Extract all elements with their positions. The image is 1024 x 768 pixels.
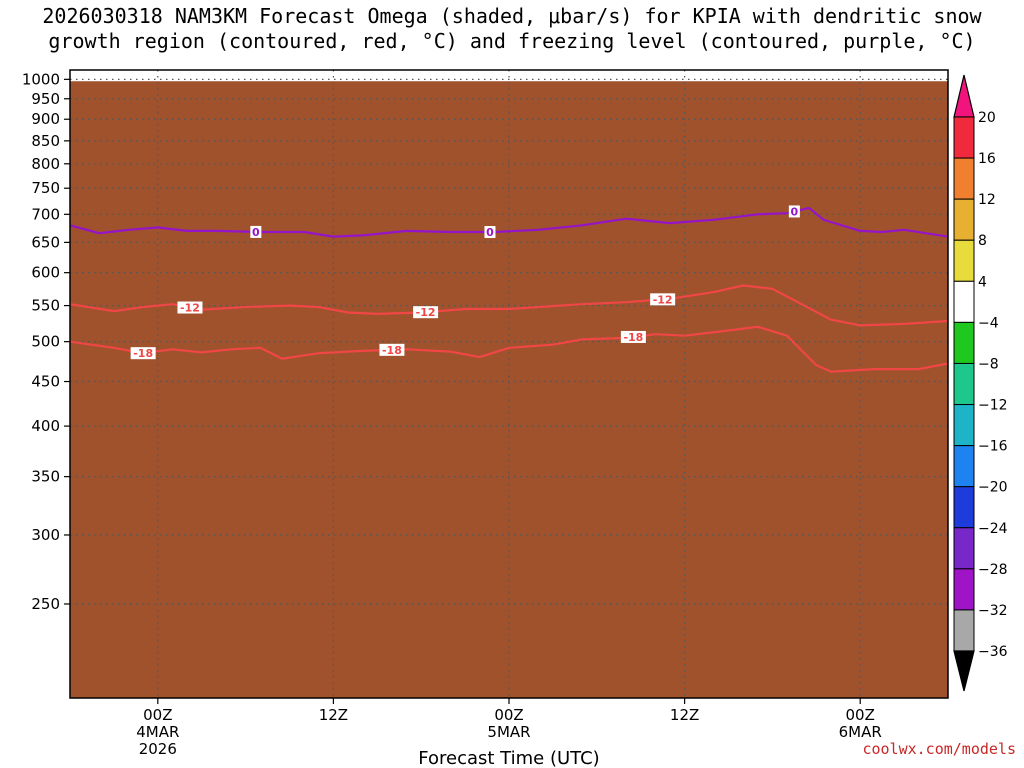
colorbar-bin	[953, 486, 975, 529]
contour-0	[70, 206, 948, 238]
colorbar-label: −16	[978, 439, 1008, 455]
contour-label-bg	[620, 330, 646, 343]
y-tick-label: 400	[31, 417, 60, 435]
contour-label: 0	[791, 205, 799, 218]
contour-label-bg	[130, 347, 156, 360]
y-tick-label: 600	[31, 264, 60, 282]
contour-label: -12	[653, 293, 673, 306]
colorbar-label: 8	[978, 233, 987, 249]
contour-lines: -18 -18 -18 -12 -12 -12 0 0 0	[70, 205, 948, 373]
colorbar-over-triangle	[953, 74, 975, 118]
grid-lines	[70, 70, 948, 698]
y-tick-label: 450	[31, 373, 60, 391]
colorbar-label: −36	[978, 644, 1008, 660]
colorbar-bin	[953, 445, 975, 488]
colorbar-bin	[953, 321, 975, 364]
contour-label: 0	[486, 226, 494, 239]
contour-label-bg	[788, 205, 800, 218]
contour-label: -18	[133, 347, 153, 360]
x-tick-label: 6MAR	[839, 723, 882, 741]
y-tick-label: 750	[31, 179, 60, 197]
y-tick-label: 300	[31, 526, 60, 544]
y-tick-label: 700	[31, 205, 60, 223]
x-tick-label: 4MAR	[136, 723, 179, 741]
colorbar-bin	[953, 157, 975, 200]
contour-label-bg	[484, 226, 496, 239]
colorbar-bin	[953, 116, 975, 159]
y-tick-label: 800	[31, 155, 60, 173]
x-tick-label: 12Z	[319, 706, 348, 724]
chart-title: 2026030318 NAM3KM Forecast Omega (shaded…	[0, 4, 1024, 54]
y-tick-label: 950	[31, 90, 60, 108]
chart-title-line-1: 2026030318 NAM3KM Forecast Omega (shaded…	[42, 4, 982, 28]
contour-label-bg	[650, 293, 676, 306]
y-tick-label: 650	[31, 233, 60, 251]
colorbar-label: 16	[978, 151, 996, 167]
colorbar-bin	[953, 527, 975, 570]
x-axis-title: Forecast Time (UTC)	[418, 748, 599, 768]
colorbar-label: −12	[978, 398, 1008, 414]
x-tick-label: 00Z	[143, 706, 172, 724]
credit-text: coolwx.com/models	[862, 740, 1016, 758]
colorbar-label: 4	[978, 274, 987, 290]
contour-minus-18	[70, 325, 948, 373]
chart-title-line-2: growth region (contoured, red, °C) and f…	[48, 29, 976, 53]
contour-label: -12	[416, 306, 436, 319]
colorbar-label: 20	[978, 110, 996, 126]
colorbar-bin	[953, 239, 975, 282]
colorbar-under-triangle	[953, 650, 975, 692]
contour-label-bg	[379, 343, 405, 356]
contour-label: 0	[252, 226, 260, 239]
colorbar-bin	[953, 280, 975, 323]
colorbar: 20 16 12 8 4 −4 −8 −12 −16 −20 −24 −28 −32 −36	[953, 74, 1008, 692]
contour-label: -12	[180, 302, 200, 315]
colorbar-bin	[953, 568, 975, 611]
y-tick-label: 550	[31, 297, 60, 315]
colorbar-bin	[953, 362, 975, 406]
colorbar-label: −4	[978, 315, 999, 331]
colorbar-label: −24	[978, 521, 1008, 537]
colorbar-bin	[953, 404, 975, 447]
colorbar-label: −8	[978, 356, 999, 372]
y-tick-label: 850	[31, 132, 60, 150]
colorbar-label: −28	[978, 562, 1008, 578]
contour-label-bg	[250, 225, 262, 238]
y-tick-label: 250	[31, 595, 60, 613]
y-tick-label: 1000	[22, 70, 60, 88]
contour-label: -18	[382, 344, 402, 357]
x-tick-label: 00Z	[494, 706, 523, 724]
y-tick-label: 500	[31, 333, 60, 351]
x-tick-label: 12Z	[670, 706, 699, 724]
y-tick-label: 350	[31, 468, 60, 486]
x-tick-label: 00Z	[846, 706, 875, 724]
contour-label: -18	[623, 331, 643, 344]
x-tick-label: 2026	[139, 740, 177, 758]
y-tick-label: 900	[31, 110, 60, 128]
colorbar-bin	[953, 609, 975, 652]
colorbar-bin	[953, 198, 975, 241]
colorbar-label: 12	[978, 192, 996, 208]
colorbar-label: −20	[978, 480, 1008, 496]
y-axis: 250 300 350 400 450 500 550 600 650 700 750 800 850 9…	[22, 70, 70, 613]
x-tick-label: 5MAR	[487, 723, 530, 741]
colorbar-label: −32	[978, 603, 1008, 619]
contour-label-bg	[413, 306, 439, 319]
contour-label-bg	[177, 301, 203, 314]
